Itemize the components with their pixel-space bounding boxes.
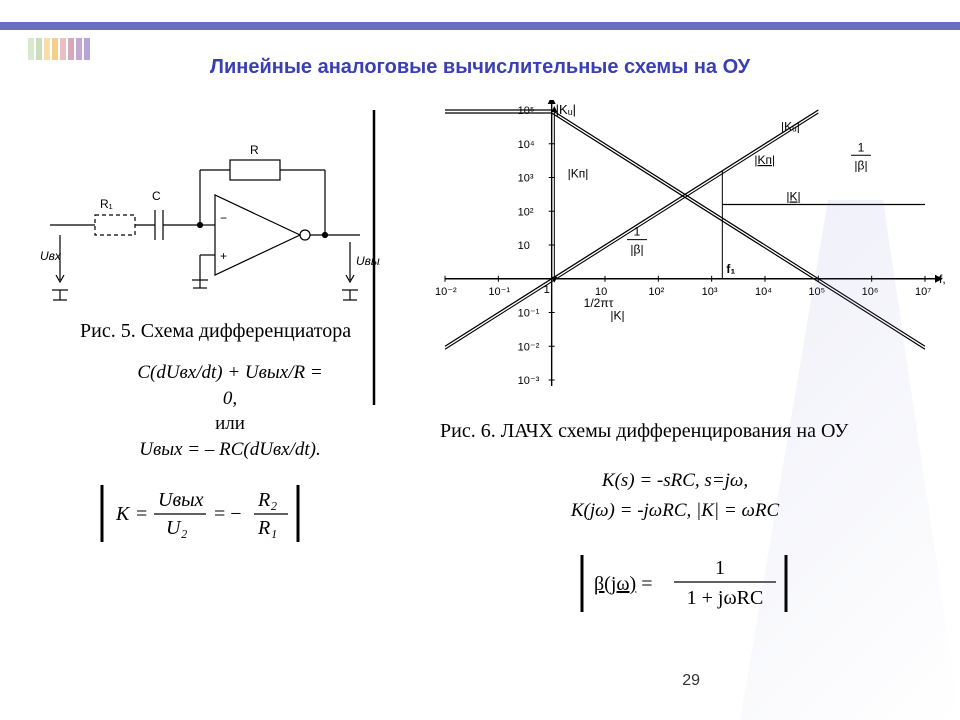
svg-text:1: 1: [544, 284, 550, 296]
svg-text:10⁴: 10⁴: [755, 286, 772, 298]
svg-text:1 + jωRC: 1 + jωRC: [687, 587, 764, 609]
svg-text:f₁: f₁: [726, 262, 735, 276]
beta-fraction: β(jω) = 1 1 + jωRC: [580, 550, 840, 620]
svg-text:10²: 10²: [518, 206, 534, 218]
eq-l1: C(dUвх/dt) + Uвых/R =: [100, 360, 360, 386]
label-r1: R₁: [100, 197, 113, 211]
svg-text:1/2πτ: 1/2πτ: [584, 296, 614, 310]
svg-text:|β|: |β|: [630, 243, 643, 257]
bode-plot: 10⁻² 10⁻¹ 1 10 10² 10³ 10⁴ 10⁵ 10⁶ 10⁷ 10⁻³ 10⁻² 10⁻…: [390, 100, 950, 410]
svg-text:U₂: U₂: [166, 517, 187, 539]
svg-text:10⁻³: 10⁻³: [518, 375, 540, 387]
page-title: Линейные аналоговые вычислительные схемы…: [0, 56, 960, 79]
svg-text:β(jω) =: β(jω) =: [594, 573, 653, 595]
svg-text:10²: 10²: [648, 286, 664, 298]
svg-text:10³: 10³: [518, 173, 534, 185]
eq-l2: 0,: [100, 386, 360, 412]
svg-text:10⁻¹: 10⁻¹: [488, 286, 510, 298]
label-r: R: [250, 143, 259, 157]
svg-text:|K|: |K|: [786, 190, 800, 204]
svg-text:1: 1: [858, 140, 865, 154]
svg-text:10⁵: 10⁵: [808, 286, 825, 298]
svg-text:1: 1: [634, 225, 641, 239]
svg-text:10³: 10³: [702, 286, 718, 298]
svg-text:+: +: [220, 249, 227, 263]
circuit-diagram: R₁ C − + R Uвх: [40, 130, 380, 320]
svg-text:|Kᵤ|: |Kᵤ|: [556, 102, 576, 117]
svg-text:K: K: [115, 503, 131, 525]
svg-text:10⁶: 10⁶: [862, 286, 879, 298]
svg-text:10⁻²: 10⁻²: [518, 341, 540, 353]
svg-text:|Kᵤ|: |Kᵤ|: [781, 119, 800, 133]
eq-r1: K(s) = -sRC, s=jω,: [510, 466, 840, 496]
label-c: C: [152, 189, 161, 203]
svg-text:10⁷: 10⁷: [915, 286, 931, 298]
svg-text:10⁴: 10⁴: [518, 139, 535, 151]
bode-caption: Рис. 6. ЛАЧХ схемы дифференцирования на …: [440, 420, 848, 443]
page-number: 29: [682, 672, 700, 690]
svg-text:R₂: R₂: [257, 489, 277, 511]
svg-text:|K|: |K|: [610, 308, 624, 322]
svg-text:10⁻²: 10⁻²: [435, 286, 457, 298]
svg-text:=: =: [136, 503, 147, 525]
svg-text:−: −: [220, 211, 227, 225]
svg-text:R₁: R₁: [257, 517, 277, 539]
panel-divider: [370, 110, 378, 405]
svg-text:10: 10: [518, 240, 530, 252]
k-fraction: K = Uвых U₂ = − R₂ R₁: [100, 480, 340, 550]
svg-text:1: 1: [715, 557, 725, 579]
eq-l3: или: [100, 411, 360, 437]
svg-text:10⁻¹: 10⁻¹: [518, 308, 540, 320]
eq-r2: K(jω) = -jωRC, |K| = ωRC: [510, 496, 840, 526]
eq-l4: Uвых = – RC(dUвх/dt).: [100, 437, 360, 463]
svg-text:= −: = −: [214, 503, 242, 525]
svg-text:Uвых: Uвых: [158, 489, 204, 511]
equations-left: C(dUвх/dt) + Uвых/R = 0, или Uвых = – RC…: [100, 360, 360, 463]
circuit-caption: Рис. 5. Схема дифференциатора: [80, 320, 351, 343]
svg-text:|Kп|: |Kп|: [568, 167, 589, 181]
svg-text:10⁵: 10⁵: [518, 105, 535, 117]
label-uin: Uвх: [40, 249, 62, 263]
svg-text:f, Гц: f, Гц: [939, 272, 950, 286]
equations-right: K(s) = -sRC, s=jω, K(jω) = -jωRC, |K| = …: [510, 466, 840, 527]
accent-bar: [0, 22, 960, 30]
svg-text:|β|: |β|: [854, 158, 867, 172]
svg-text:|Kп|: |Kп|: [754, 153, 775, 167]
